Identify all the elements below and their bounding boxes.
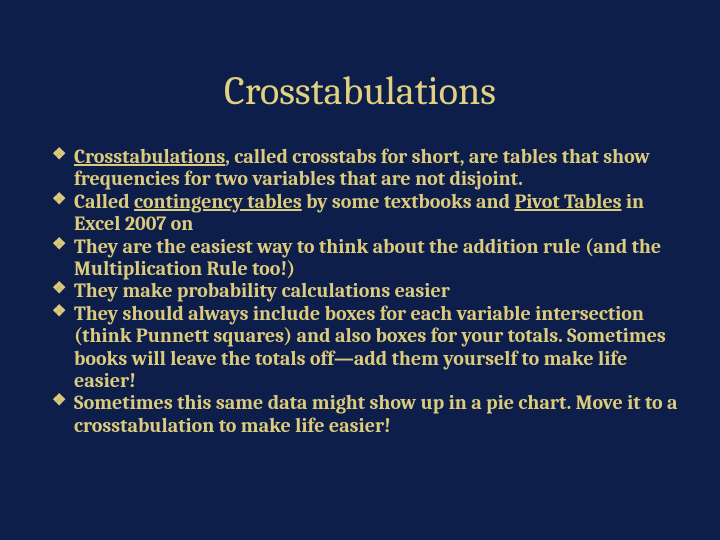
bullet-text-segment: Crosstabulations [74, 145, 225, 168]
bullet-list: Crosstabulations, called crosstabs for s… [38, 146, 682, 437]
bullet-item: They make probability calculations easie… [52, 280, 682, 302]
bullet-item: Sometimes this same data might show up i… [52, 392, 682, 437]
bullet-text-segment: They make probability calculations easie… [74, 279, 450, 302]
bullet-item: They are the easiest way to think about … [52, 236, 682, 281]
bullet-text-segment: contingency tables [134, 190, 302, 213]
bullet-text-segment: Pivot Tables [514, 190, 621, 213]
bullet-text-segment: by some textbooks and [302, 190, 515, 213]
bullet-text-segment: They are the easiest way to think about … [74, 235, 661, 280]
bullet-text-segment: , called [225, 145, 292, 168]
bullet-item: They should always include boxes for eac… [52, 303, 682, 393]
bullet-item: Called contingency tables by some textbo… [52, 191, 682, 236]
bullet-text-segment: They should always include boxes for eac… [74, 302, 666, 392]
bullet-item: Crosstabulations, called crosstabs for s… [52, 146, 682, 191]
bullet-text-segment: Sometimes this same data might show up i… [74, 391, 678, 436]
bullet-text-segment: crosstabs [292, 145, 376, 168]
slide-title: Crosstabulations [38, 68, 682, 114]
bullet-text-segment: Called [74, 190, 134, 213]
